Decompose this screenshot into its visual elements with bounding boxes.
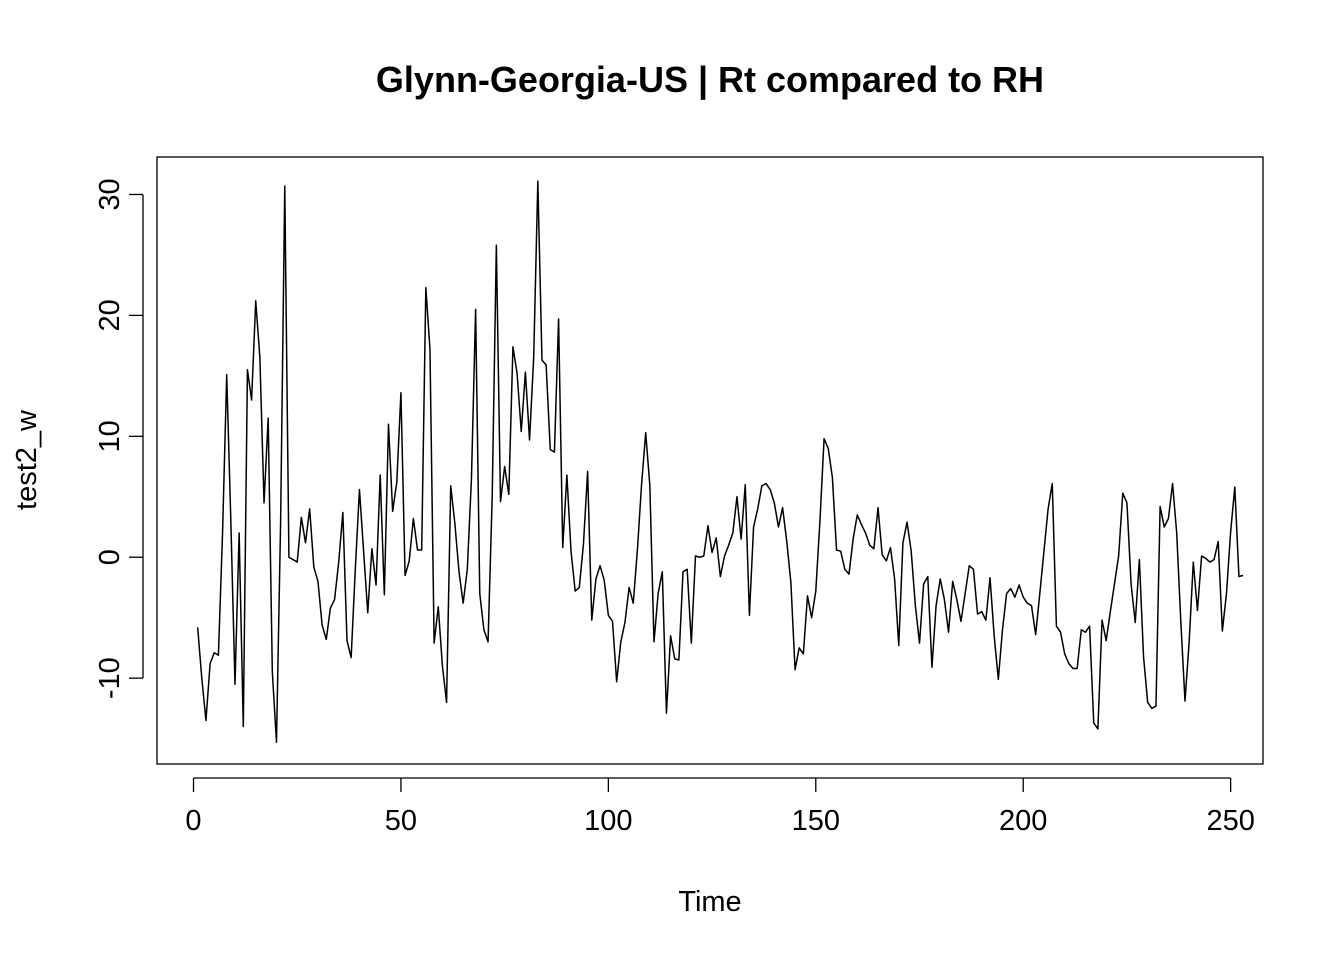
- y-tick-label: 10: [94, 420, 126, 452]
- plot-frame: [156, 156, 1264, 765]
- y-tick-label: 30: [94, 178, 126, 210]
- x-tick-label: 250: [1206, 805, 1254, 837]
- x-axis-label: Time: [678, 886, 741, 918]
- y-tick-label: 20: [94, 299, 126, 331]
- series-line-0: [196, 180, 1244, 743]
- plot-area: [196, 180, 1244, 743]
- y-axis: -10 0 10 20 30: [94, 178, 144, 699]
- x-tick-label: 0: [185, 805, 201, 837]
- x-tick-label: 200: [999, 805, 1047, 837]
- y-tick-label: 0: [94, 549, 126, 565]
- chart-title: Glynn-Georgia-US | Rt compared to RH: [376, 59, 1044, 101]
- x-tick-label: 100: [584, 805, 632, 837]
- x-tick-label: 50: [385, 805, 417, 837]
- y-axis-label: test2_w: [11, 409, 43, 510]
- x-axis: 0 50 100 150 200 250: [185, 777, 1255, 837]
- y-tick-label: -10: [94, 657, 126, 699]
- x-tick-label: 150: [792, 805, 840, 837]
